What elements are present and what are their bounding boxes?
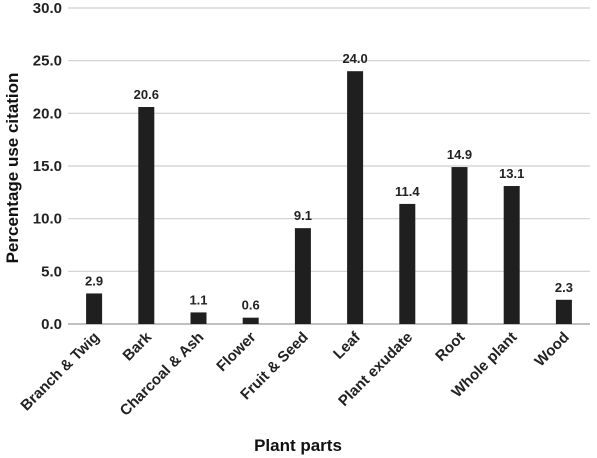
data-label: 13.1 <box>499 166 524 181</box>
data-label: 9.1 <box>294 208 312 223</box>
bars <box>86 71 572 324</box>
data-label: 1.1 <box>189 292 207 307</box>
data-label: 2.9 <box>85 273 103 288</box>
bar <box>347 71 364 324</box>
bar <box>451 167 468 324</box>
data-label: 2.3 <box>555 280 573 295</box>
x-tick-label: Branch & Twig <box>17 329 102 414</box>
x-tick-label: Wood <box>531 329 572 370</box>
y-tick-label: 5.0 <box>41 263 62 280</box>
y-tick-label: 20.0 <box>33 105 62 122</box>
bar <box>138 107 155 324</box>
bar <box>555 299 572 324</box>
x-axis-title: Plant parts <box>254 436 342 455</box>
bar <box>399 203 416 324</box>
x-tick-label: Flower <box>213 329 259 375</box>
x-tick-label: Root <box>432 329 468 365</box>
bar <box>294 228 311 324</box>
y-tick-label: 0.0 <box>41 316 62 333</box>
x-tick-label: Bark <box>120 328 156 364</box>
x-tick-label: Leaf <box>330 328 365 363</box>
y-tick-label: 15.0 <box>33 158 62 175</box>
y-axis-title: Percentage use citation <box>3 73 22 264</box>
data-label: 20.6 <box>134 87 159 102</box>
data-label: 14.9 <box>447 147 472 162</box>
bar <box>86 293 103 324</box>
data-label: 11.4 <box>395 184 420 199</box>
y-axis-ticks: 0.0 5.0 10.0 15.0 20.0 25.0 30.0 <box>33 0 62 333</box>
y-tick-label: 30.0 <box>33 0 62 17</box>
data-label: 24.0 <box>342 51 367 66</box>
y-tick-label: 25.0 <box>33 53 62 70</box>
bar <box>503 186 520 324</box>
gridlines <box>68 7 590 325</box>
data-label: 0.6 <box>242 298 260 313</box>
bar <box>242 317 259 324</box>
bar <box>190 312 207 324</box>
data-labels: 2.9 20.6 1.1 0.6 9.1 24.0 11.4 14.9 13.1 2.3 <box>85 51 573 312</box>
y-tick-label: 10.0 <box>33 211 62 228</box>
